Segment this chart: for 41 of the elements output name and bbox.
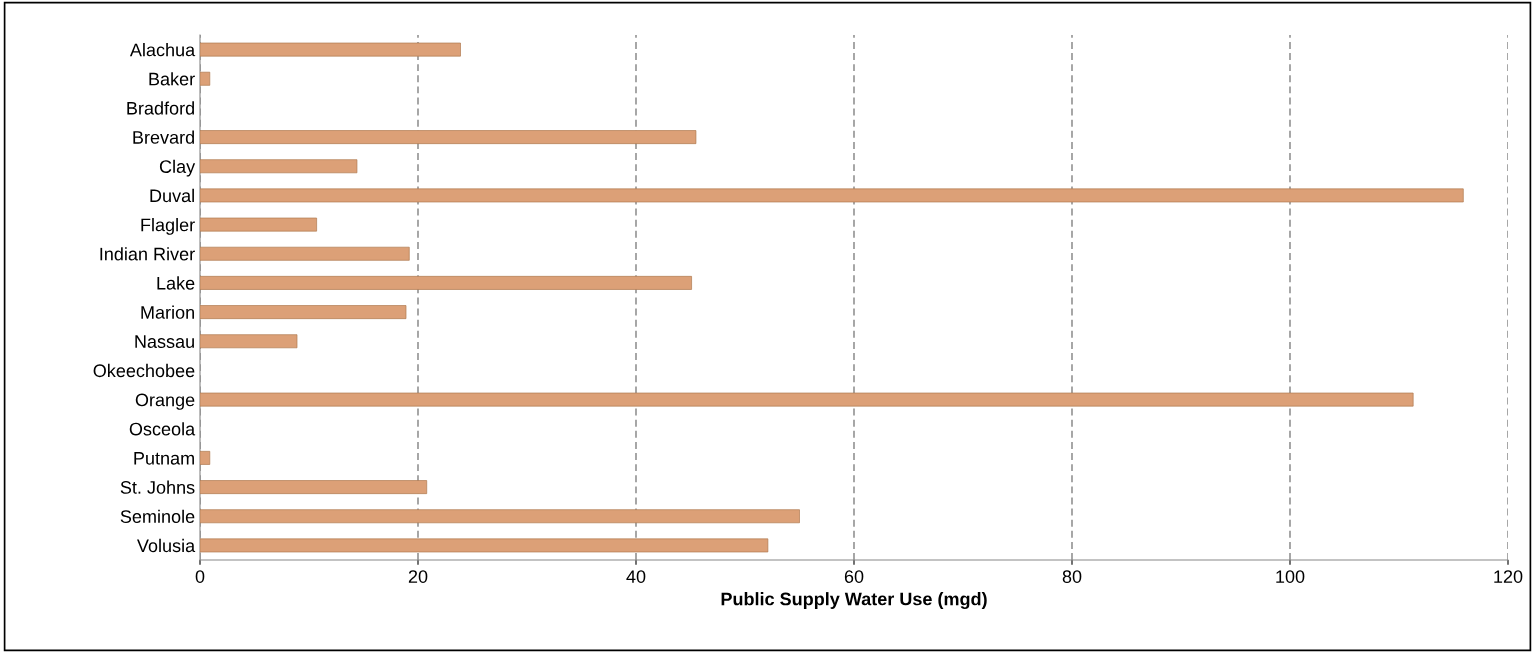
y-tick-label: Alachua <box>129 43 196 57</box>
y-tick-label: Okeechobee <box>93 363 195 378</box>
y-tick-label: Marion <box>141 305 194 319</box>
y-tick-label: Bradford <box>127 101 194 115</box>
y-tick-label: Baker <box>149 72 195 86</box>
y-tick-label: Flagler <box>141 218 195 235</box>
x-axis-title: Public Supply Water Use (mgd) <box>721 592 987 610</box>
y-tick-label: Duval <box>150 188 194 203</box>
y-tick-label: Indian River <box>100 247 195 261</box>
x-tick-label: 20 <box>408 570 428 583</box>
bar <box>200 392 1414 407</box>
bar <box>200 71 211 86</box>
x-tick-label: 40 <box>626 570 646 583</box>
bar <box>200 246 410 261</box>
bar <box>200 305 407 319</box>
bar <box>200 42 461 57</box>
bar <box>200 538 769 553</box>
y-tick-label: Lake <box>157 276 195 290</box>
y-tick-label: Brevard <box>133 130 194 144</box>
x-tick-label: 60 <box>844 570 864 583</box>
x-tick-label: 80 <box>1062 570 1082 583</box>
y-tick-label: Osceola <box>129 422 196 436</box>
bar <box>200 509 800 524</box>
bar <box>200 276 692 290</box>
x-tick-label: 120 <box>1494 570 1523 583</box>
x-tick-label: 100 <box>1276 570 1305 583</box>
y-tick-label: Nassau <box>135 335 194 348</box>
y-tick-label: Volusia <box>136 538 196 553</box>
y-tick-label: Clay <box>159 159 196 177</box>
y-tick-label: Orange <box>135 393 195 410</box>
bar <box>200 334 298 349</box>
bar <box>200 130 697 144</box>
y-tick-label: Seminole <box>120 509 195 523</box>
bar <box>200 159 358 174</box>
bar <box>200 188 1464 203</box>
y-tick-label: Putnam <box>134 452 194 465</box>
bar <box>200 480 428 494</box>
y-tick-label: St. Johns <box>120 480 195 494</box>
bar <box>200 451 211 465</box>
x-tick-label: 0 <box>195 570 205 583</box>
bar <box>200 217 317 232</box>
